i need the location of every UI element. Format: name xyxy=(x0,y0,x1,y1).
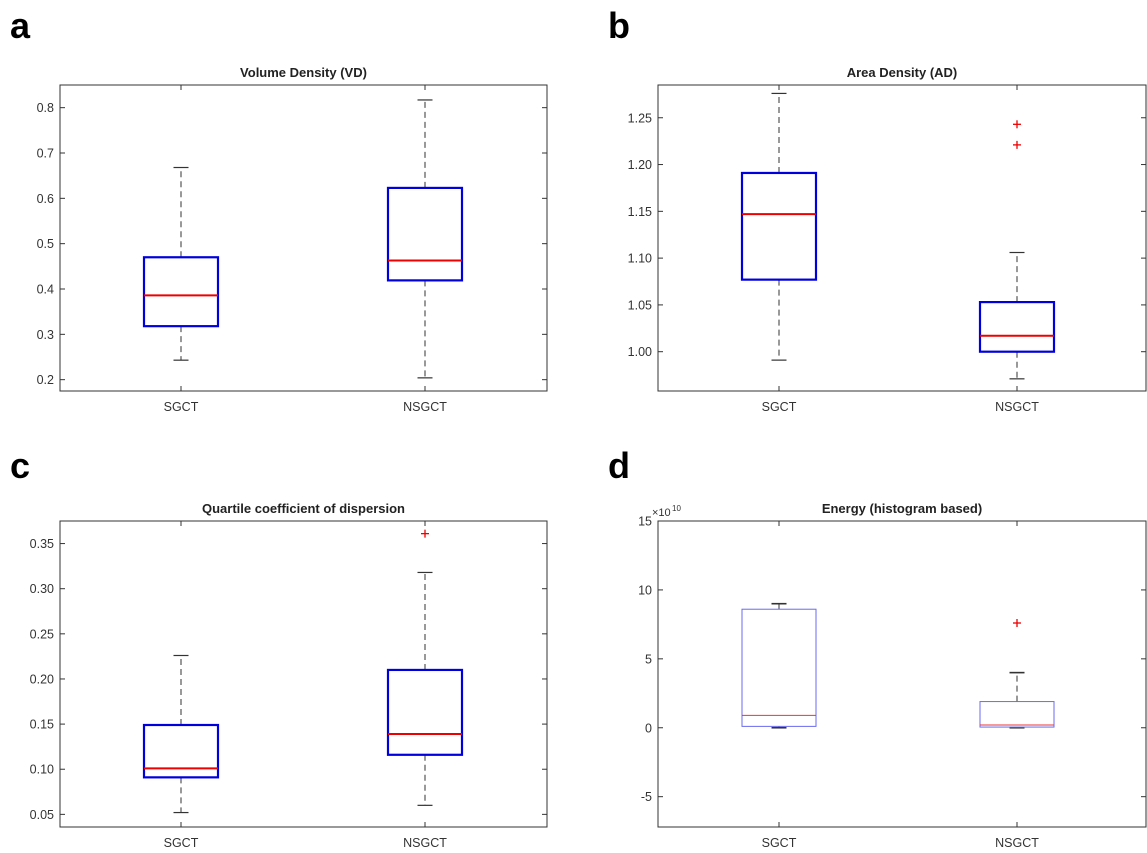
y-exponent-label: ×10 xyxy=(652,507,671,519)
y-tick-label: 0 xyxy=(645,721,652,735)
y-tick-label: 0.5 xyxy=(37,237,54,251)
axes-frame xyxy=(657,84,1147,392)
y-tick-label: 0.4 xyxy=(37,283,54,297)
box-sgct xyxy=(740,92,818,361)
chart-title: Energy (histogram based) xyxy=(822,501,982,516)
x-tick-label: NSGCT xyxy=(403,400,447,414)
y-tick-label: 0.15 xyxy=(30,718,54,732)
iqr-box xyxy=(978,301,1056,353)
iqr-box xyxy=(142,723,220,779)
box-sgct xyxy=(142,654,220,814)
x-tick-label: NSGCT xyxy=(995,400,1039,414)
iqr-box xyxy=(741,608,817,727)
chart-title: Area Density (AD) xyxy=(847,65,958,80)
chart-area-density: Area Density (AD) 1.00 1.05 1.10 1.15 1.20 1.2… xyxy=(628,65,1147,414)
panel-letter-b: b xyxy=(608,5,630,46)
y-tick-label: 1.00 xyxy=(628,345,652,359)
y-tick-label: 0.7 xyxy=(37,147,54,161)
y-tick-label: 1.20 xyxy=(628,158,652,172)
chart-volume-density: Volume Density (VD) 0.2 0.3 0.4 0.5 0.6 0.7 0.8… xyxy=(37,65,548,414)
y-tick-label: 10 xyxy=(638,583,652,597)
chart-title: Quartile coefficient of dispersion xyxy=(202,501,405,516)
outlier-point xyxy=(1013,140,1021,149)
iqr-box xyxy=(740,171,818,281)
y-tick-label: 0.05 xyxy=(30,808,54,822)
panel-letter-d: d xyxy=(608,445,630,486)
y-tick-label: -5 xyxy=(641,790,652,804)
box-nsgct xyxy=(386,99,464,379)
iqr-box xyxy=(979,701,1055,728)
y-tick-label: 1.25 xyxy=(628,111,652,125)
x-tick-label: SGCT xyxy=(164,836,199,850)
y-tick-label: 0.10 xyxy=(30,763,54,777)
y-tick-label: 1.15 xyxy=(628,205,652,219)
y-tick-label: 15 xyxy=(638,515,652,529)
x-tick-label: SGCT xyxy=(762,836,797,850)
box-sgct xyxy=(741,602,817,729)
y-tick-label: 0.30 xyxy=(30,582,54,596)
iqr-box xyxy=(386,186,464,282)
y-tick-label: 0.25 xyxy=(30,627,54,641)
box-sgct xyxy=(142,166,220,361)
y-tick-label: 0.35 xyxy=(30,537,54,551)
y-exponent-power: 10 xyxy=(672,504,681,513)
y-tick-label: 0.8 xyxy=(37,101,54,115)
iqr-box xyxy=(386,668,464,756)
chart-title: Volume Density (VD) xyxy=(240,65,367,80)
y-tick-label: 0.6 xyxy=(37,192,54,206)
box-nsgct xyxy=(978,120,1056,380)
panel-letter-c: c xyxy=(10,445,30,486)
y-tick-label: 5 xyxy=(645,652,652,666)
outlier-point xyxy=(1013,120,1021,129)
outlier-point xyxy=(1013,619,1021,627)
axes-frame xyxy=(59,84,548,392)
y-tick-label: 0.20 xyxy=(30,672,54,686)
box-nsgct xyxy=(386,529,464,806)
x-tick-label: SGCT xyxy=(762,400,797,414)
y-tick-label: 1.10 xyxy=(628,252,652,266)
y-tick-label: 1.05 xyxy=(628,298,652,312)
axes-frame xyxy=(657,520,1147,828)
x-tick-label: SGCT xyxy=(164,400,199,414)
outlier-point xyxy=(421,529,429,538)
panel-letter-a: a xyxy=(10,5,31,46)
box-nsgct xyxy=(979,619,1055,729)
y-tick-label: 0.3 xyxy=(37,328,54,342)
x-tick-label: NSGCT xyxy=(995,836,1039,850)
iqr-box xyxy=(142,256,220,328)
x-tick-label: NSGCT xyxy=(403,836,447,850)
chart-quartile-dispersion: Quartile coefficient of dispersion 0.05 0.… xyxy=(30,501,548,850)
y-tick-label: 0.2 xyxy=(37,373,54,387)
axes-frame xyxy=(59,520,548,828)
